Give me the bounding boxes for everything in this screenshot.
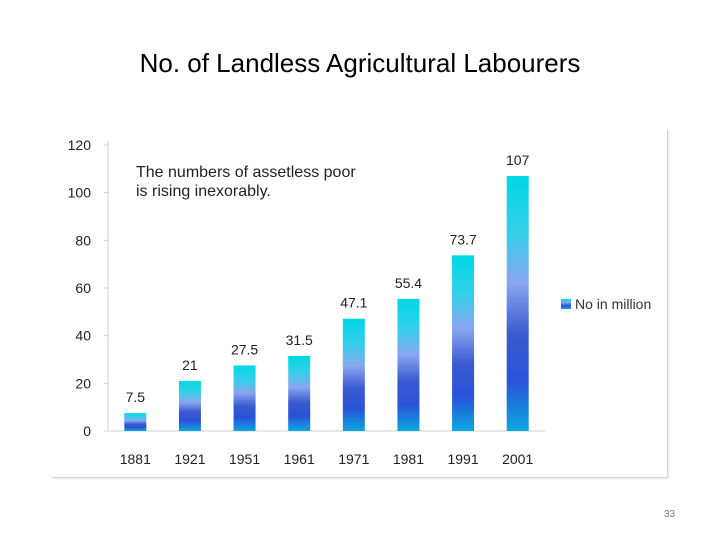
x-tick-label: 1961 [284,451,315,467]
bar [124,413,147,431]
bar [397,298,420,431]
y-tick-label: 0 [83,423,91,439]
y-tick-label: 100 [68,185,92,201]
y-tick-label: 40 [75,328,91,344]
legend-swatch [561,299,571,309]
bar [506,175,529,431]
chart-annotation: The numbers of assetless poor is rising … [136,164,356,200]
x-tick-label: 1951 [229,451,260,467]
bar [342,318,365,431]
legend-label: No in million [575,296,652,312]
y-tick-label: 20 [75,375,91,391]
chart-legend: No in million [561,296,651,312]
data-label: 107 [506,152,530,168]
x-tick-label: 1991 [447,451,478,467]
bar [452,255,475,431]
data-label: 31.5 [286,332,313,348]
y-tick-label: 120 [68,137,92,153]
y-tick-label: 80 [75,232,91,248]
data-label: 21 [182,357,198,373]
slide-title: No. of Landless Agricultural Labourers [139,48,581,78]
data-label: 73.7 [449,231,476,247]
data-label: 55.4 [395,275,422,291]
x-tick-label: 2001 [502,451,533,467]
data-label: 47.1 [340,295,367,311]
x-tick-label: 1921 [174,451,205,467]
x-tick-label: 1881 [120,451,151,467]
bar [288,355,311,431]
bar [233,365,256,431]
chart-frame [52,130,668,478]
x-tick-label: 1971 [338,451,369,467]
data-label: 27.5 [231,341,258,357]
bar [178,380,201,431]
data-label: 7.5 [126,389,146,405]
y-tick-label: 60 [75,280,91,296]
x-tick-label: 1981 [393,451,424,467]
page-number: 33 [664,509,676,520]
